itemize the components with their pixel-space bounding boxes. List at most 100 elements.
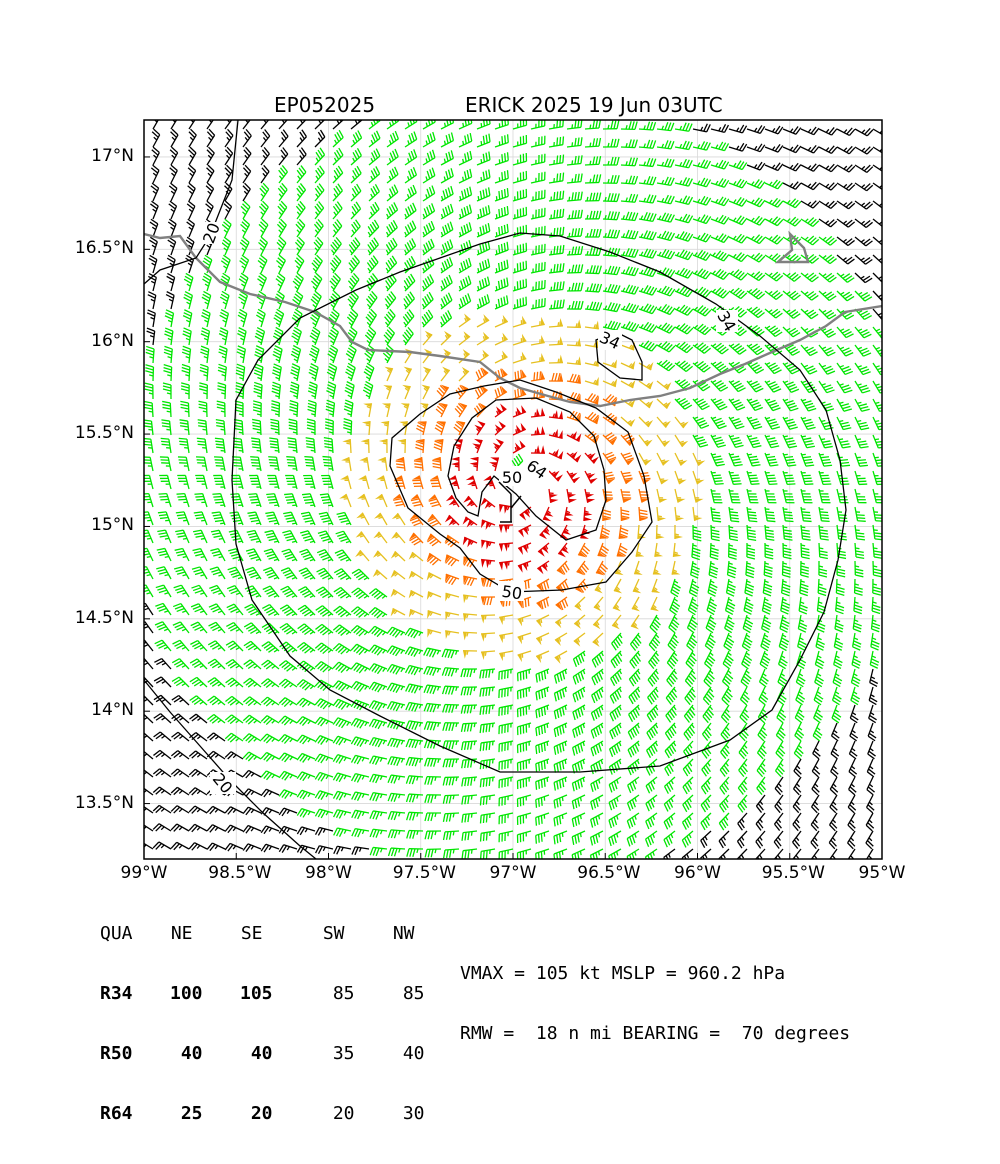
wind-barb: [384, 327, 394, 345]
wind-barb: [237, 346, 246, 363]
wind-barb: [402, 385, 410, 399]
wind-barb: [225, 843, 243, 851]
wind-barb: [585, 138, 600, 147]
wind-barb: [358, 475, 369, 489]
wind-barb: [427, 573, 441, 581]
wind-barb: [499, 669, 513, 680]
wind-barb: [531, 154, 545, 165]
wind-barb: [729, 525, 738, 541]
wind-barb: [257, 291, 266, 309]
wind-barb: [777, 687, 786, 705]
wind-barb: [747, 543, 755, 559]
wind-barb: [279, 845, 297, 853]
wind-barb: [747, 288, 765, 299]
wind-barb: [639, 304, 657, 314]
wind-barb: [795, 705, 804, 723]
wind-barb: [154, 659, 171, 669]
wind-barb: [747, 381, 763, 392]
wind-barb: [161, 438, 171, 453]
wind-barb: [391, 532, 405, 543]
wind-barb: [138, 585, 153, 597]
wind-barb: [330, 255, 341, 273]
wind-barb: [244, 623, 261, 634]
wind-barb: [441, 150, 453, 165]
wind-barb: [388, 738, 405, 747]
r64-se: 20: [203, 1104, 273, 1124]
header-se: SE: [193, 924, 263, 944]
wind-barb: [639, 158, 656, 166]
wind-barb: [567, 374, 581, 383]
wind-barb: [819, 164, 837, 171]
wind-barb: [830, 813, 837, 831]
wind-barb: [201, 328, 210, 345]
wind-barb: [657, 417, 671, 428]
wind-barb: [631, 615, 639, 629]
wind-barb: [225, 129, 233, 147]
wind-barb: [630, 633, 641, 651]
wind-barb: [801, 273, 818, 282]
wind-barb: [867, 777, 875, 795]
wind-barb: [778, 669, 787, 687]
wind-barb: [693, 306, 711, 316]
wind-barb: [691, 561, 700, 578]
wind-barb: [476, 367, 488, 381]
wind-barb: [567, 173, 582, 183]
wind-barb: [518, 525, 531, 538]
wind-barb: [247, 512, 261, 525]
wind-barb: [774, 813, 783, 831]
wind-barb: [609, 831, 621, 846]
wind-barb: [328, 327, 338, 345]
wind-barb: [397, 439, 405, 453]
wind-barb: [783, 291, 800, 300]
wind-barb: [495, 206, 508, 219]
wind-barb: [385, 292, 396, 309]
wind-barb: [801, 489, 812, 503]
wind-barb: [499, 543, 513, 552]
wind-barb: [207, 843, 225, 851]
wind-barb: [591, 777, 603, 792]
wind-barb: [297, 698, 315, 707]
wind-barb: [422, 310, 433, 327]
wind-barb: [243, 165, 251, 183]
wind-barb: [308, 382, 317, 399]
wind-barb: [200, 364, 208, 381]
wind-barb: [153, 750, 171, 759]
wind-barb: [649, 633, 660, 651]
wind-barb: [813, 723, 822, 741]
wind-barb: [441, 204, 453, 219]
wind-barb: [173, 640, 189, 651]
wind-barb: [151, 183, 159, 201]
wind-barb: [837, 489, 849, 503]
wind-barb: [621, 285, 638, 294]
wind-barb: [738, 813, 747, 830]
wind-barb: [747, 471, 760, 484]
wind-barb: [351, 644, 369, 654]
wind-barb: [189, 824, 207, 832]
wind-barb: [495, 260, 508, 273]
wind-barb: [297, 790, 315, 799]
wind-barb: [333, 755, 351, 764]
wind-barb: [162, 401, 171, 417]
wind-barb: [693, 178, 711, 187]
wind-barb: [405, 238, 416, 255]
r34-ne: 100: [133, 984, 203, 1004]
wind-barb: [489, 457, 498, 471]
wind-barb: [206, 201, 214, 219]
wind-barb: [783, 273, 801, 282]
wind-barb: [591, 795, 603, 810]
r50-sw: 35: [273, 1044, 355, 1064]
wind-barb: [423, 132, 435, 147]
wind-barb: [495, 170, 508, 183]
wind-barb: [585, 229, 601, 237]
wind-barb: [318, 531, 333, 543]
wind-barb: [513, 189, 526, 201]
wind-barb: [567, 137, 582, 147]
wind-barb: [765, 417, 780, 429]
wind-barb: [776, 759, 785, 777]
wind-barb: [499, 723, 513, 734]
wind-barb: [518, 813, 531, 825]
wind-barb: [656, 525, 664, 539]
wind-barb: [850, 705, 858, 723]
